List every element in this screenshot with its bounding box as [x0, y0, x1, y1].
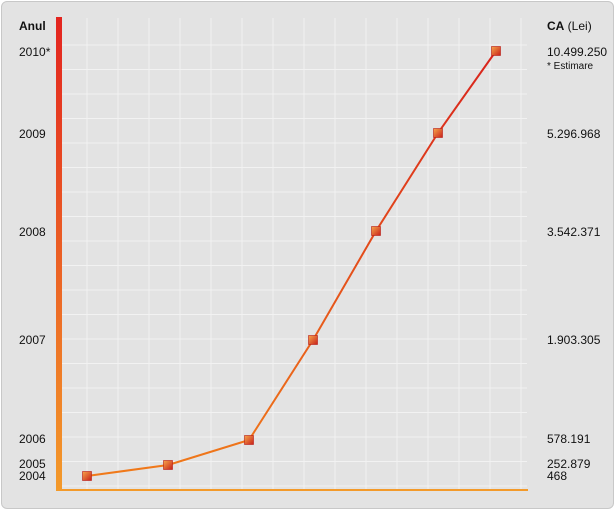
axes	[56, 17, 528, 491]
data-point-6	[491, 46, 501, 56]
year-label-4: 2008	[19, 225, 46, 239]
y-axis-bar	[56, 17, 62, 491]
year-label-2: 2006	[19, 432, 46, 446]
labels: Anul CA (Lei) 2004 468 2005 252.879 2006 578.19…	[19, 19, 607, 483]
year-axis-header: Anul	[19, 19, 46, 33]
value-label-2: 578.191	[547, 432, 591, 446]
value-header-bold: CA	[547, 19, 565, 33]
x-axis-line	[56, 489, 528, 491]
data-point-1	[163, 460, 173, 470]
data-point-2	[244, 435, 254, 445]
value-header-unit: (Lei)	[564, 19, 591, 33]
estimate-note: * Estimare	[547, 61, 594, 72]
year-label-5: 2009	[19, 127, 46, 141]
value-label-6: 10.499.250	[547, 45, 607, 59]
value-label-3: 1.903.305	[547, 333, 601, 347]
year-label-6: 2010*	[19, 45, 51, 59]
value-label-1: 252.879	[547, 457, 591, 471]
data-point-5	[433, 128, 443, 138]
data-point-4	[371, 226, 381, 236]
value-label-0: 468	[547, 469, 567, 483]
value-label-5: 5.296.968	[547, 127, 601, 141]
grid-lines	[62, 18, 527, 490]
data-point-3	[308, 335, 318, 345]
year-label-1: 2005	[19, 457, 46, 471]
data-point-0	[82, 471, 92, 481]
value-axis-header: CA (Lei)	[547, 19, 592, 33]
value-label-4: 3.542.371	[547, 225, 601, 239]
year-label-0: 2004	[19, 469, 46, 483]
year-label-3: 2007	[19, 333, 46, 347]
revenue-series	[82, 46, 501, 481]
